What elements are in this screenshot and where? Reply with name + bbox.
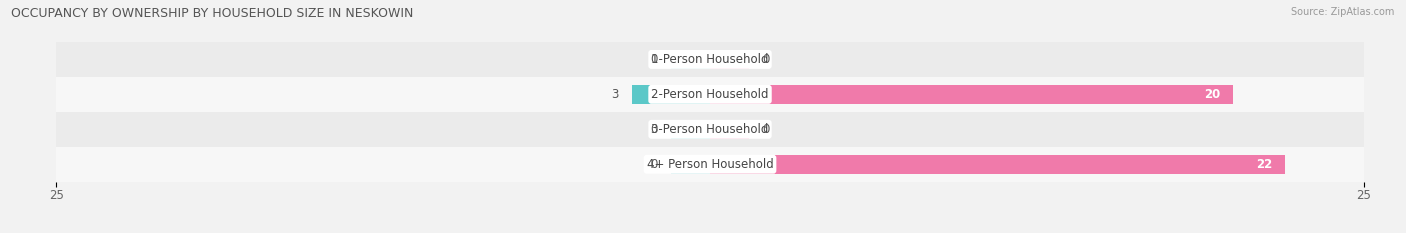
Text: 2-Person Household: 2-Person Household — [651, 88, 769, 101]
Text: 0: 0 — [762, 123, 769, 136]
Bar — [56, 42, 1364, 77]
Bar — [671, 120, 710, 139]
Bar — [56, 147, 1364, 182]
Bar — [710, 120, 749, 139]
Bar — [671, 50, 710, 69]
Text: 0: 0 — [651, 158, 658, 171]
Bar — [710, 85, 1233, 104]
Bar — [710, 50, 749, 69]
Text: 4+ Person Household: 4+ Person Household — [647, 158, 773, 171]
Text: 0: 0 — [651, 53, 658, 66]
Text: 20: 20 — [1204, 88, 1220, 101]
Text: Source: ZipAtlas.com: Source: ZipAtlas.com — [1291, 7, 1395, 17]
Bar — [631, 85, 710, 104]
Text: 3: 3 — [612, 88, 619, 101]
Text: 1-Person Household: 1-Person Household — [651, 53, 769, 66]
Text: 22: 22 — [1256, 158, 1272, 171]
Bar — [56, 77, 1364, 112]
Text: 0: 0 — [762, 53, 769, 66]
Text: 0: 0 — [651, 123, 658, 136]
Text: 3-Person Household: 3-Person Household — [651, 123, 769, 136]
Bar — [710, 155, 1285, 174]
Bar — [56, 112, 1364, 147]
Text: OCCUPANCY BY OWNERSHIP BY HOUSEHOLD SIZE IN NESKOWIN: OCCUPANCY BY OWNERSHIP BY HOUSEHOLD SIZE… — [11, 7, 413, 20]
Bar — [671, 155, 710, 174]
